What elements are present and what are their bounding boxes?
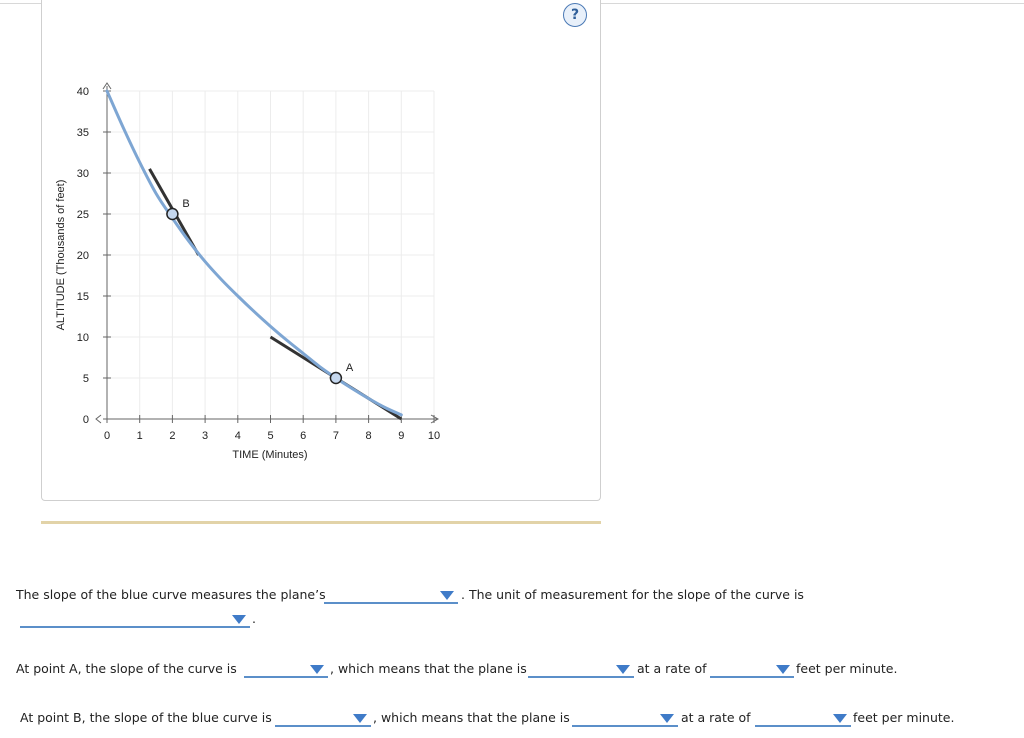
y-tick-label: 5 [83, 373, 89, 385]
x-tick-label: 2 [169, 430, 175, 442]
y-tick-label: 25 [77, 209, 89, 221]
chevron-down-icon [232, 615, 246, 624]
x-tick-label: 6 [300, 430, 306, 442]
x-tick-label: 8 [366, 430, 372, 442]
x-tick-label: 10 [428, 430, 440, 442]
q3-text-a: At point B, the slope of the blue curve … [20, 710, 272, 725]
q2-slope-dropdown[interactable] [244, 660, 328, 678]
graph-panel [41, 0, 601, 501]
x-axis-arrow-left [95, 414, 102, 424]
q1-measure-dropdown[interactable] [324, 586, 458, 604]
point-b-label: B [182, 198, 189, 210]
q2-text-c: at a rate of [637, 661, 707, 676]
q3-rate-dropdown[interactable] [755, 709, 851, 727]
x-tick-label: 3 [202, 430, 208, 442]
q1-period: . [252, 611, 256, 626]
q3-direction-dropdown[interactable] [572, 709, 678, 727]
y-tick-label: 40 [77, 86, 89, 98]
y-tick-label: 30 [77, 168, 89, 180]
y-axis-arrow-top [102, 82, 112, 90]
q2-text-a: At point A, the slope of the curve is [16, 661, 237, 676]
chevron-down-icon [616, 665, 630, 674]
y-tick-label: 10 [77, 332, 89, 344]
q2-text-b: , which means that the plane is [330, 661, 527, 676]
panel-divider [41, 521, 601, 524]
q1-unit-dropdown[interactable] [20, 610, 250, 628]
q3-text-c: at a rate of [681, 710, 751, 725]
y-tick-label: 35 [77, 127, 89, 139]
chart-ticks: 0 1 2 3 4 5 6 7 8 9 10 0 5 10 15 20 25 30 35 40 [77, 86, 440, 442]
q2-text-d: feet per minute. [796, 661, 898, 676]
y-axis-label: ALTITUDE (Thousands of feet) [55, 180, 67, 331]
point-b-marker[interactable] [166, 207, 179, 221]
x-tick-label: 9 [398, 430, 404, 442]
chevron-down-icon [776, 665, 790, 674]
chevron-down-icon [660, 714, 674, 723]
q1-text-before: The slope of the blue curve measures the… [16, 587, 326, 602]
y-tick-label: 0 [83, 414, 89, 426]
chevron-down-icon [440, 591, 454, 600]
x-axis-label: TIME (Minutes) [232, 449, 307, 461]
point-a-label: A [346, 362, 354, 374]
help-icon[interactable]: ? [563, 3, 587, 27]
chart-grid [107, 90, 435, 419]
q3-text-b: , which means that the plane is [373, 710, 570, 725]
chart-axes [95, 82, 440, 424]
x-tick-label: 0 [104, 430, 110, 442]
q2-direction-dropdown[interactable] [528, 660, 634, 678]
x-tick-label: 5 [267, 430, 273, 442]
chart-points[interactable]: AB [166, 198, 354, 385]
y-tick-label: 20 [77, 250, 89, 262]
chevron-down-icon [833, 714, 847, 723]
point-a-marker[interactable] [329, 371, 343, 385]
altitude-curve [105, 89, 403, 417]
y-tick-label: 15 [77, 291, 89, 303]
x-tick-label: 1 [137, 430, 143, 442]
x-tick-label: 4 [235, 430, 241, 442]
q3-text-d: feet per minute. [853, 710, 955, 725]
chevron-down-icon [353, 714, 367, 723]
x-tick-label: 7 [333, 430, 339, 442]
x-axis-arrow-right [430, 414, 440, 424]
q2-rate-dropdown[interactable] [710, 660, 794, 678]
q3-slope-dropdown[interactable] [275, 709, 371, 727]
chevron-down-icon [310, 665, 324, 674]
q1-text-after: . The unit of measurement for the slope … [461, 587, 804, 602]
